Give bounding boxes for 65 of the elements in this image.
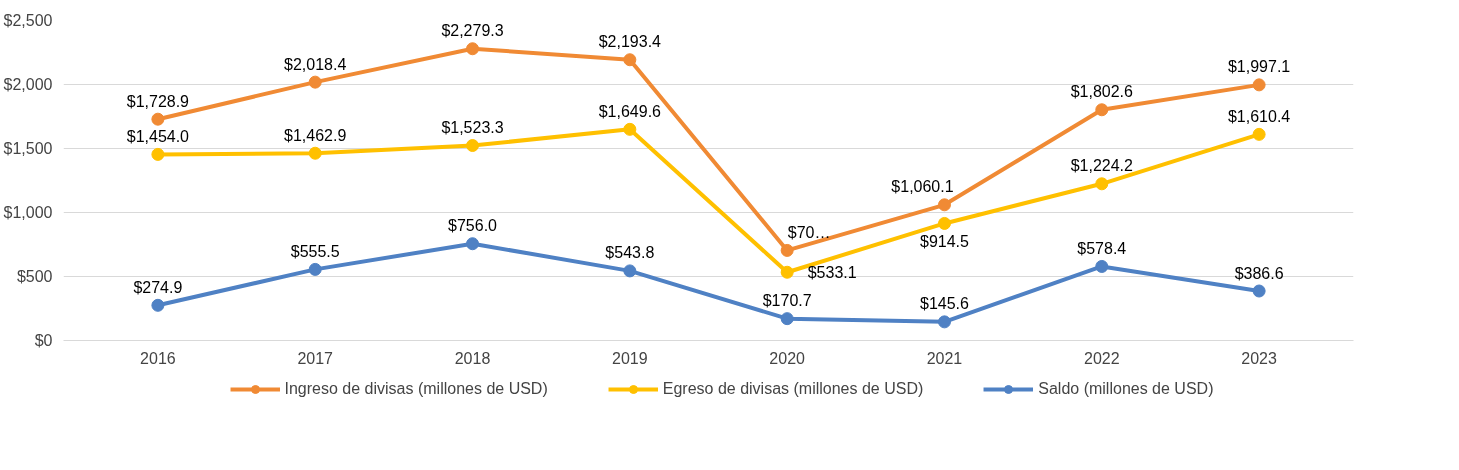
point	[308, 75, 322, 89]
x-tick-label: 2022	[1084, 349, 1120, 367]
x-tick-label: 2023	[1241, 349, 1278, 367]
data-label: $2,193.4	[598, 33, 662, 51]
point	[780, 243, 794, 257]
point	[151, 112, 165, 126]
point	[466, 237, 480, 251]
point	[623, 264, 637, 278]
point	[937, 315, 951, 329]
data-label: $555.5	[290, 242, 340, 260]
x-tick-label: 2019	[612, 349, 648, 367]
point	[151, 147, 165, 161]
point	[308, 146, 322, 160]
data-label: $1,060.1	[891, 178, 954, 196]
data-label: $1,802.6	[1070, 83, 1134, 101]
point	[1252, 127, 1266, 141]
y-tick-label: $2,000	[3, 76, 53, 93]
data-label: $1,728.9	[126, 92, 190, 110]
y-tick-label: $2,500	[3, 12, 53, 29]
y-tick-label: $1,000	[3, 204, 53, 221]
point	[623, 122, 637, 136]
legend-label: Saldo (millones de USD)	[1038, 379, 1214, 398]
point	[1095, 259, 1109, 273]
point	[1252, 78, 1266, 92]
x-tick-label: 2020	[769, 349, 806, 367]
x-tick-label: 2018	[454, 349, 491, 367]
y-tick-label: $500	[16, 268, 53, 285]
point	[937, 198, 951, 212]
x-tick-label: 2021	[926, 349, 963, 367]
data-label: $1,224.2	[1070, 157, 1134, 175]
legend-label: Egreso de divisas (millones de USD)	[662, 379, 924, 398]
legend-label: Ingreso de divisas (millones de USD)	[284, 379, 548, 398]
point	[308, 262, 322, 276]
point	[466, 42, 480, 56]
data-label: $2,018.4	[284, 55, 347, 73]
data-label: $533.1	[807, 263, 857, 281]
data-label: $578.4	[1077, 239, 1127, 257]
point	[1095, 103, 1109, 117]
data-label: $145.6	[920, 295, 970, 313]
y-tick-label: $0	[34, 332, 53, 349]
data-label: $274.9	[133, 278, 183, 296]
data-label: $1,462.9	[284, 126, 347, 144]
data-label: $543.8	[605, 244, 655, 262]
point	[151, 298, 165, 312]
y-tick-label: $1,500	[3, 140, 53, 157]
data-label: $170.7	[762, 292, 812, 310]
point	[623, 53, 637, 67]
data-label: $914.5	[920, 232, 970, 250]
data-label: $1,997.1	[1227, 58, 1291, 76]
point	[780, 265, 794, 279]
data-label: $2,279.3	[441, 22, 504, 40]
data-label: $70…	[787, 223, 831, 241]
data-label: $756.0	[448, 217, 498, 235]
data-label: $1,454.0	[126, 127, 190, 145]
point	[780, 312, 794, 326]
data-label: $1,610.4	[1227, 107, 1291, 125]
x-tick-label: 2016	[140, 349, 176, 367]
point	[937, 216, 951, 230]
point	[1252, 284, 1266, 298]
data-label: $1,649.6	[598, 102, 662, 120]
point	[1095, 177, 1109, 191]
data-label: $1,523.3	[441, 119, 504, 137]
x-tick-label: 2017	[297, 349, 334, 367]
data-label: $386.6	[1234, 264, 1284, 282]
point	[466, 139, 480, 153]
